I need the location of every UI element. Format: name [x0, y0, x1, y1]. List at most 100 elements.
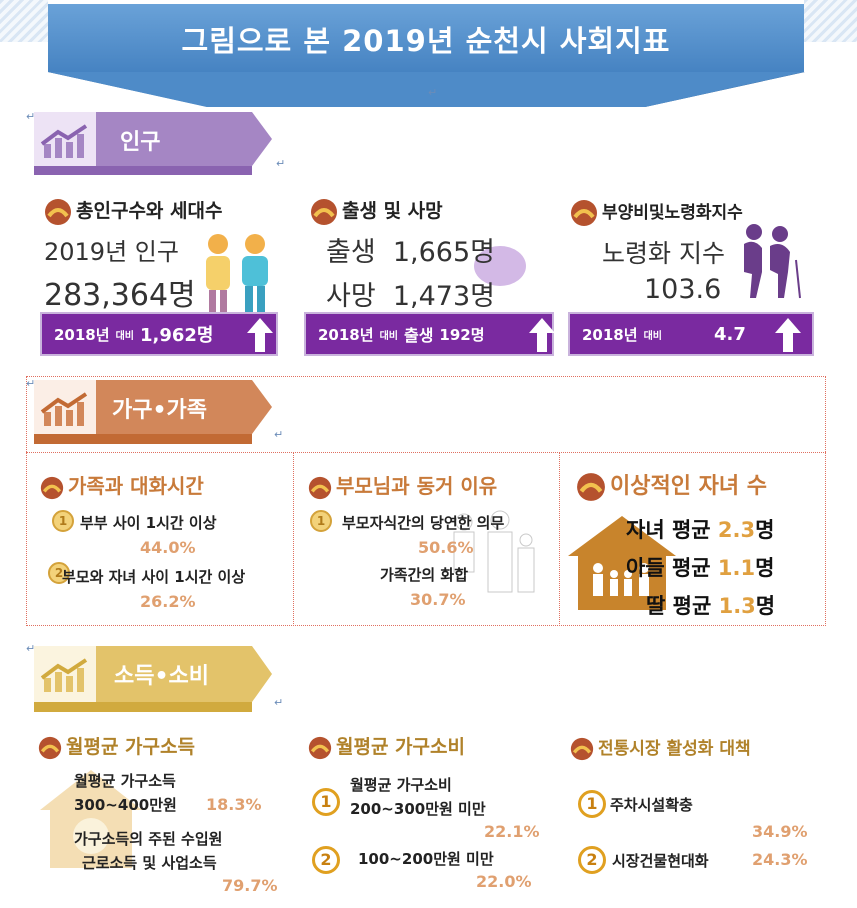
bar-value: 1,962명 [139, 325, 214, 346]
change-bar: 2018년 대비 1,962명 [40, 312, 278, 356]
medal-icon: 2 [578, 846, 606, 874]
card-title: 월평균 가구소비 [308, 732, 465, 760]
bar-value: 4.7 [713, 323, 746, 345]
child-row: 자녀 평균 2.3명 [626, 518, 775, 542]
section-label: 소득•소비 [114, 664, 210, 689]
spend-line: 월평균 가구소비 [350, 776, 452, 794]
divider [26, 452, 294, 626]
bar-chart-icon [40, 658, 88, 692]
couple-icon [206, 234, 268, 314]
spend-pct: 22.0% [476, 872, 532, 891]
bar-small: 대비 [115, 330, 134, 342]
city-logo-icon [308, 476, 332, 499]
family-frame [26, 376, 826, 626]
city-logo-icon [308, 736, 332, 759]
card-title: 전통시장 활성화 대책 [570, 734, 751, 761]
income-line: 가구소득의 주된 수입원 [74, 830, 223, 848]
baby-icon [474, 246, 526, 286]
return-mark: ↵ [26, 377, 36, 390]
header-stripe-right [804, 0, 857, 42]
income-line: 300~400만원 [74, 796, 177, 814]
income-line: 월평균 가구소득 [74, 772, 176, 790]
section-label: 인구 [120, 130, 161, 155]
return-mark: ↵ [26, 110, 36, 123]
bar-chart-icon [40, 392, 88, 426]
market-line: 주차시설확충 [610, 796, 693, 814]
section-label: 가구•가족 [112, 398, 208, 423]
spend-line: 100~200만원 미만 [358, 850, 494, 868]
divider [294, 452, 560, 626]
section-tab-population: 인구 [34, 112, 274, 175]
city-logo-icon [570, 737, 594, 761]
spend-pct: 22.1% [484, 822, 540, 841]
medal-icon: 1 [52, 510, 74, 532]
item-pct: 30.7% [410, 590, 466, 609]
change-bar: 2018년 대비 출생 192명 [304, 312, 555, 356]
return-mark: ↵ [26, 642, 36, 655]
income-pct: 18.3% [206, 795, 262, 814]
item-text: 부모자식간의 당연한 의무 [342, 514, 505, 532]
city-logo-icon [311, 198, 337, 225]
market-pct: 24.3% [752, 850, 808, 869]
divider [26, 452, 826, 453]
city-logo-icon [577, 473, 605, 501]
medal-icon: 1 [578, 790, 606, 818]
income-line: 근로소득 및 사업소득 [82, 854, 217, 872]
item-pct: 44.0% [140, 538, 196, 557]
medal-icon: 1 [312, 788, 340, 816]
up-arrow-icon [247, 318, 273, 352]
card-title: 부모님과 동거 이유 [308, 470, 497, 500]
elderly-icon [744, 224, 801, 299]
bar-year: 2018년 [582, 325, 638, 344]
market-pct: 34.9% [752, 822, 808, 841]
change-bar: 2018년 대비 4.7 [568, 312, 814, 356]
child-row: 딸 평균 1.3명 [646, 594, 776, 618]
medal-icon: 2 [48, 562, 70, 584]
family-figures-icon [453, 510, 535, 593]
card-title: 출생 및 사망 [310, 196, 443, 226]
up-arrow-icon [529, 318, 555, 352]
card-title: 가족과 대화시간 [40, 470, 204, 500]
header-stripe-left [0, 0, 48, 42]
bar-small: 대비 [379, 330, 398, 342]
bar-value: 192명 [439, 325, 485, 344]
city-logo-icon [40, 476, 64, 499]
card-title: 이상적인 자녀 수 [576, 468, 767, 502]
card-title: 총인구수와 세대수 [44, 196, 222, 226]
city-logo-icon [45, 198, 71, 225]
bar-value-label: 출생 [403, 326, 434, 345]
page-title: 그림으로 본 2019년 순천시 사회지표 [181, 24, 671, 58]
bar-chart-icon [40, 124, 88, 158]
item-text: 부부 사이 1시간 이상 [80, 514, 217, 532]
population-label: 2019년 인구 [44, 238, 179, 266]
aging-value: 103.6 [644, 274, 722, 305]
item-pct: 50.6% [418, 538, 474, 557]
house-coins-icon [40, 770, 142, 868]
city-logo-icon [571, 200, 597, 226]
return-mark: ↵ [274, 428, 284, 441]
bar-year: 2018년 [318, 325, 374, 344]
bar-year: 2018년 [54, 325, 110, 344]
card-title: 월평균 가구소득 [38, 732, 195, 760]
aging-label: 노령화 지수 [602, 239, 725, 268]
return-mark: ↵ [276, 157, 286, 170]
up-arrow-icon [775, 318, 801, 352]
spend-line: 200~300만원 미만 [350, 800, 486, 818]
bar-small: 대비 [643, 330, 662, 342]
city-logo-icon [38, 736, 62, 759]
return-mark: ↵ [428, 86, 438, 99]
title-banner [48, 4, 804, 72]
item-text: 부모와 자녀 사이 1시간 이상 [62, 568, 246, 586]
child-row: 아들 평균 1.1명 [626, 556, 775, 580]
section-tab-income: 소득•소비 [34, 646, 274, 712]
death-line: 사망 1,473명 [326, 281, 495, 312]
market-line: 시장건물현대화 [612, 852, 709, 870]
section-tab-family: 가구•가족 [34, 380, 274, 444]
birth-line: 출생 1,665명 [326, 237, 495, 268]
card-title: 부양비및노령화지수 [570, 198, 743, 227]
house-icon [568, 516, 676, 610]
population-value: 283,364명 [44, 278, 196, 313]
return-mark: ↵ [274, 696, 284, 709]
medal-icon: 1 [310, 510, 332, 532]
item-text: 가족간의 화합 [380, 566, 469, 584]
